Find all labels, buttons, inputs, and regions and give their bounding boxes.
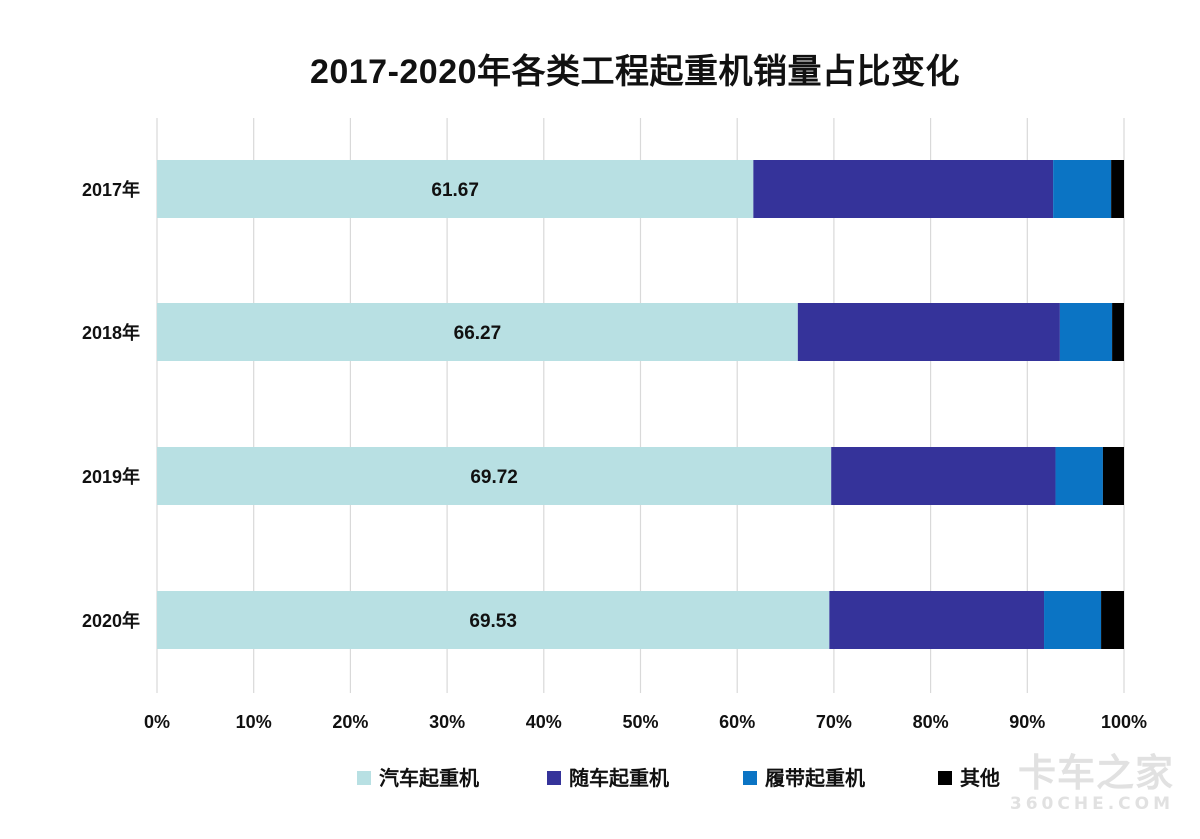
labels: 0% 10% 20% 30% 40% 50% 60% 70% 80% 90% 100% 61.67 20… bbox=[82, 179, 1147, 732]
legend: 汽车起重机 随车起重机 履带起重机 其他 bbox=[357, 766, 1000, 790]
legend-swatch bbox=[547, 771, 561, 785]
y-category-label: 2018年 bbox=[82, 322, 140, 343]
x-tick-label: 20% bbox=[332, 712, 368, 732]
watermark-logo: 卡车之家 360CHE.COM bbox=[1010, 752, 1174, 814]
chart-title: 2017-2020年各类工程起重机销量占比变化 bbox=[309, 53, 961, 91]
legend-label: 汽车起重机 bbox=[379, 766, 479, 790]
y-category-label: 2017年 bbox=[82, 179, 140, 200]
data-label: 61.67 bbox=[431, 180, 479, 201]
bar-segment bbox=[1101, 591, 1124, 649]
bar-segment bbox=[157, 160, 754, 218]
x-tick-label: 40% bbox=[526, 712, 562, 732]
bar-segment bbox=[157, 303, 798, 361]
x-tick-label: 50% bbox=[622, 712, 658, 732]
bar-segment bbox=[1059, 303, 1113, 361]
bar-segment bbox=[829, 591, 1045, 649]
bar-segment bbox=[1044, 591, 1102, 649]
y-category-label: 2020年 bbox=[82, 610, 140, 631]
x-tick-label: 90% bbox=[1009, 712, 1045, 732]
x-tick-label: 100% bbox=[1101, 712, 1147, 732]
bar-segment bbox=[1053, 160, 1112, 218]
data-label: 66.27 bbox=[454, 323, 502, 344]
watermark-text: 卡车之家 bbox=[1017, 751, 1174, 795]
x-tick-label: 60% bbox=[719, 712, 755, 732]
legend-swatch bbox=[743, 771, 757, 785]
x-tick-label: 10% bbox=[236, 712, 272, 732]
bars bbox=[157, 160, 1124, 649]
x-tick-label: 70% bbox=[816, 712, 852, 732]
bar-segment bbox=[1102, 447, 1124, 505]
data-label: 69.53 bbox=[469, 611, 517, 632]
bar-segment bbox=[1111, 160, 1124, 218]
legend-swatch bbox=[938, 771, 952, 785]
bar-segment bbox=[1112, 303, 1124, 361]
y-category-label: 2019年 bbox=[82, 466, 140, 487]
bar-segment bbox=[157, 591, 830, 649]
legend-label: 其他 bbox=[960, 766, 1000, 790]
x-tick-label: 0% bbox=[144, 712, 170, 732]
legend-label: 随车起重机 bbox=[569, 766, 669, 790]
data-label: 69.72 bbox=[470, 467, 518, 488]
legend-swatch bbox=[357, 771, 371, 785]
bar-segment bbox=[157, 447, 832, 505]
bar-segment bbox=[753, 160, 1054, 218]
bar-segment bbox=[831, 447, 1056, 505]
bar-segment bbox=[1055, 447, 1103, 505]
legend-label: 履带起重机 bbox=[765, 766, 865, 790]
x-tick-label: 80% bbox=[913, 712, 949, 732]
bar-segment bbox=[797, 303, 1060, 361]
x-tick-label: 30% bbox=[429, 712, 465, 732]
watermark-subtext: 360CHE.COM bbox=[1009, 794, 1174, 814]
